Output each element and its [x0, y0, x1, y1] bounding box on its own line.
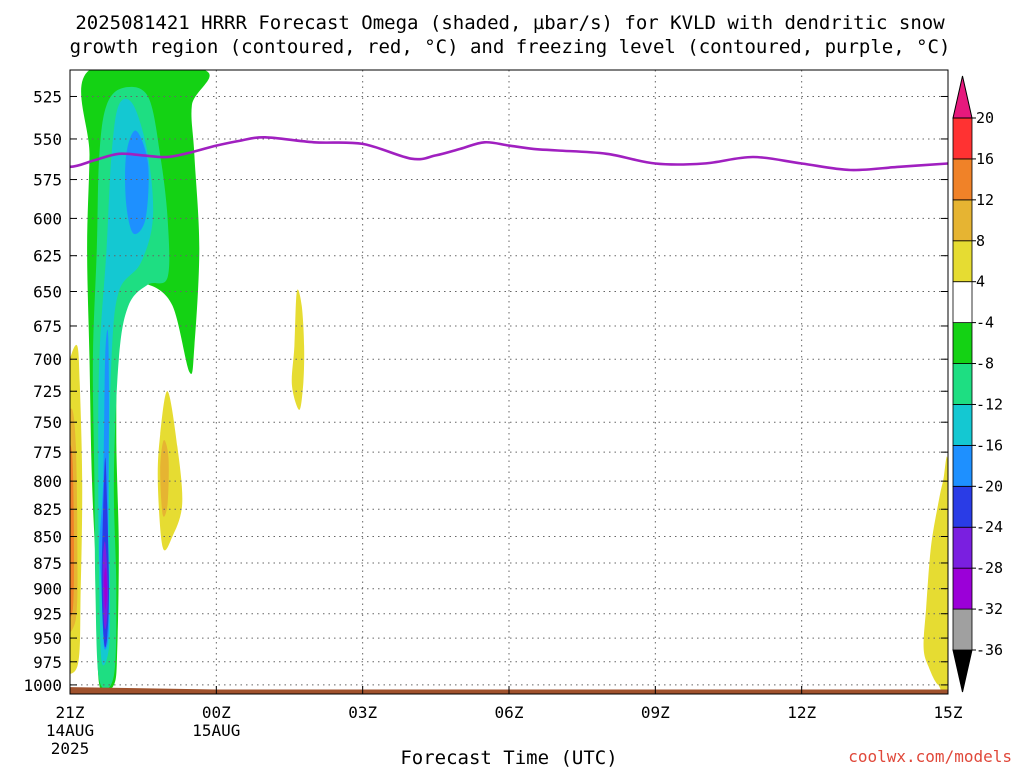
colorbar-label: 20 [976, 109, 994, 127]
y-tick-label: 900 [33, 580, 62, 599]
terrain-fill [70, 687, 948, 694]
omega-shading [70, 70, 948, 694]
colorbar-bin [952, 444, 973, 487]
colorbar-bin [952, 158, 973, 201]
y-tick-label: 725 [33, 382, 62, 401]
colorbar-label: -12 [976, 395, 1003, 413]
colorbar-label: -4 [976, 314, 994, 332]
y-tick-label: 1000 [23, 676, 62, 695]
x-axis-title: Forecast Time (UTC) [400, 747, 617, 768]
freezing-level-contour [70, 135, 948, 172]
omega-region-10 [70, 444, 74, 617]
colorbar-bin [952, 281, 973, 324]
y-tick-label: 650 [33, 283, 62, 302]
colorbar-bin [952, 608, 973, 651]
y-tick-label: 975 [33, 653, 62, 672]
y-tick-label: 625 [33, 247, 62, 266]
colorbar-bin [952, 567, 973, 610]
x-tick-date: 14AUG [46, 721, 94, 740]
omega-region-9 [70, 408, 78, 633]
y-tick-label: 550 [33, 130, 62, 149]
colorbar-label: -32 [976, 600, 1003, 618]
omega-region-14 [923, 456, 948, 694]
colorbar-label: 16 [976, 150, 994, 168]
y-tick-label: 800 [33, 472, 62, 491]
colorbar-bin [952, 240, 973, 283]
y-tick-label: 950 [33, 629, 62, 648]
y-tick-label: 675 [33, 317, 62, 336]
colorbar-label: -20 [976, 477, 1003, 495]
x-tick-label: 21Z [56, 703, 85, 722]
y-tick-label: 600 [33, 209, 62, 228]
colorbar-label: 12 [976, 191, 994, 209]
omega-region-13 [291, 289, 305, 410]
colorbar-label: -24 [976, 518, 1003, 536]
colorbar-label: -28 [976, 559, 1003, 577]
y-tick-label: 775 [33, 443, 62, 462]
colorbar-label: 4 [976, 273, 985, 291]
x-tick-label: 06Z [495, 703, 524, 722]
credit-text: coolwx.com/models [848, 747, 1012, 766]
y-tick-label: 750 [33, 413, 62, 432]
colorbar-bin [952, 526, 973, 569]
colorbar-label: 8 [976, 232, 985, 250]
colorbar-bin [952, 363, 973, 405]
x-tick-date: 15AUG [192, 721, 240, 740]
y-tick-label: 850 [33, 527, 62, 546]
x-tick-label: 12Z [787, 703, 816, 722]
x-tick-label: 09Z [641, 703, 670, 722]
y-axis: 525 550 575 600 625 650 675 700 725 750 775 800 825 8… [23, 87, 948, 695]
colorbar-label: -16 [976, 436, 1003, 454]
x-tick-year: 2025 [51, 739, 90, 758]
colorbar-bin [952, 117, 973, 160]
y-tick-label: 575 [33, 171, 62, 190]
colorbar-label: -8 [976, 355, 994, 373]
colorbar: -36 -32 -28 -24 -20 -16 -12 -8 -4 4 8 12 16 20 [952, 75, 1003, 693]
freezing-level-line [70, 135, 948, 172]
omega-region-7 [104, 567, 108, 610]
colorbar-over-triangle [952, 75, 973, 119]
colorbar-bin [952, 199, 973, 242]
colorbar-label: -36 [976, 641, 1003, 659]
x-tick-label: 03Z [348, 703, 377, 722]
omega-region-2 [98, 98, 154, 666]
colorbar-bin [952, 485, 973, 528]
colorbar-bin [952, 404, 973, 446]
y-tick-label: 525 [33, 87, 62, 106]
y-tick-label: 875 [33, 554, 62, 573]
chart-title-line1: 2025081421 HRRR Forecast Omega (shaded, … [75, 12, 945, 34]
x-tick-label: 15Z [934, 703, 963, 722]
colorbar-under-triangle [952, 649, 973, 693]
terrain-area [70, 687, 948, 694]
omega-region-12 [160, 440, 169, 517]
y-tick-label: 825 [33, 500, 62, 519]
y-tick-label: 925 [33, 605, 62, 624]
grid-lines [70, 70, 948, 694]
colorbar-bin [952, 322, 973, 364]
y-tick-label: 700 [33, 350, 62, 369]
x-tick-label: 00Z [202, 703, 231, 722]
chart-title-line2: growth region (contoured, red, °C) and f… [70, 36, 951, 58]
